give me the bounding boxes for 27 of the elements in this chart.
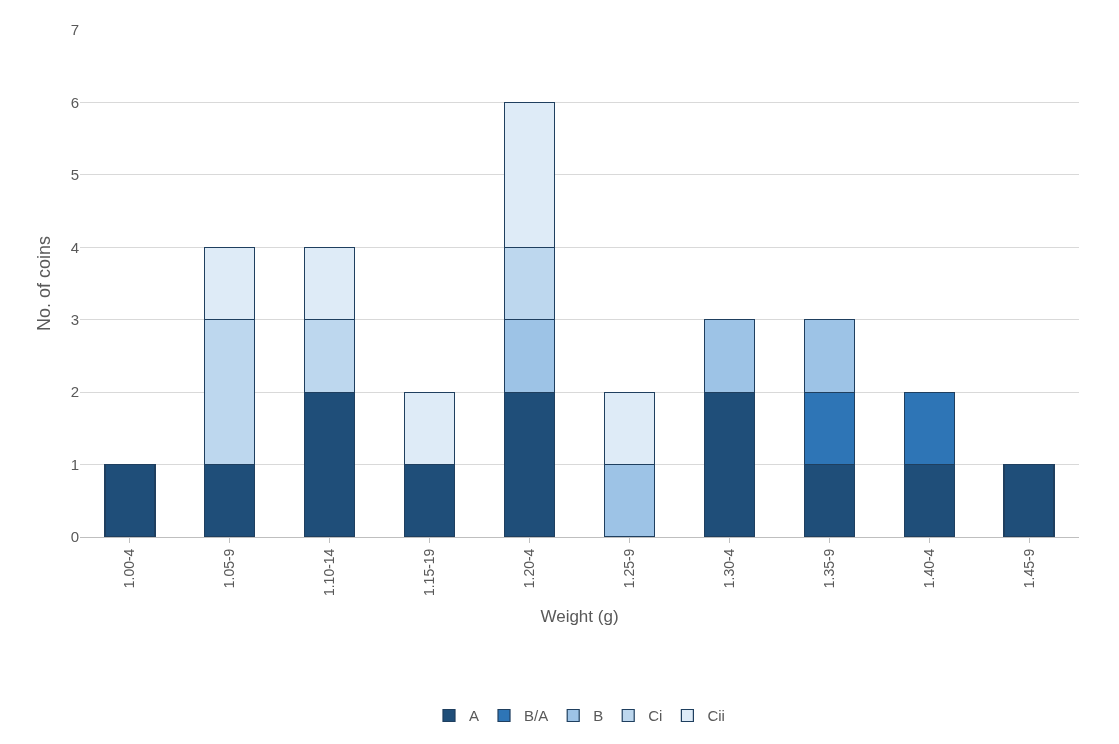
x-tick-label: 1.20-4 [521, 548, 538, 589]
legend-label: B/A [524, 707, 549, 725]
x-tick-label: 1.10-14 [321, 548, 338, 597]
bar [104, 463, 156, 537]
y-axis-title: No. of coins [33, 235, 54, 332]
x-axis-title: Weight (g) [540, 607, 619, 627]
x-tick-label: 1.00-4 [121, 548, 138, 589]
y-tick-label: 3 [70, 310, 79, 328]
legend-label: Cii [707, 707, 725, 725]
x-tick-label: 1.25-9 [621, 548, 637, 589]
bar [1003, 463, 1055, 537]
x-tick-label: 1.05-9 [221, 548, 238, 589]
x-tick-label: 1.40-4 [920, 548, 937, 589]
x-tick-label: 1.30-4 [720, 548, 737, 589]
y-tick-label: 1 [70, 455, 79, 473]
y-tick-label: 6 [70, 93, 79, 111]
y-tick-label: 2 [70, 383, 79, 401]
legend-label: Ci [648, 707, 663, 725]
legend-label: B [593, 707, 604, 725]
x-tick-label: 1.45-9 [1020, 548, 1037, 589]
y-tick-label: 5 [70, 166, 79, 184]
y-tick-label: 4 [70, 238, 79, 256]
y-tick-label: 7 [70, 21, 79, 39]
x-tick-label: 1.35-9 [820, 548, 837, 589]
x-tick-label: 1.15-19 [421, 548, 438, 597]
legend-label: A [469, 707, 480, 725]
y-tick-label: 0 [70, 528, 79, 546]
